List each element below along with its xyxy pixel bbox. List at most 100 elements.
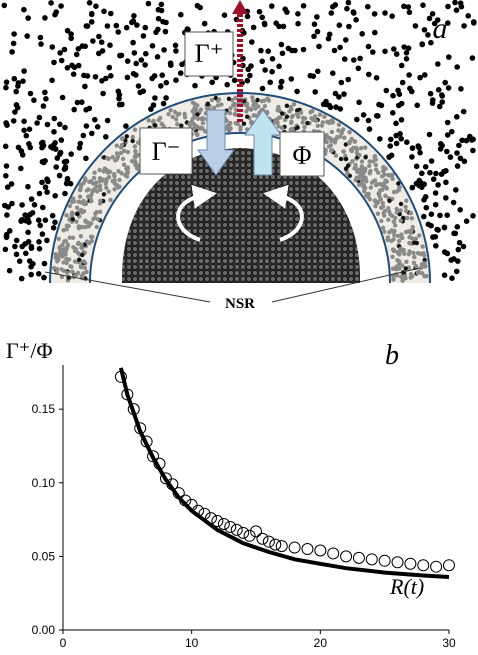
particle: [37, 222, 43, 229]
particle: [300, 46, 307, 53]
particle: [179, 123, 184, 128]
particle: [148, 106, 154, 112]
data-point: [352, 551, 365, 564]
particle: [378, 181, 383, 187]
particle: [115, 88, 122, 95]
particle: [417, 74, 423, 81]
particle: [269, 68, 275, 75]
particle: [131, 50, 138, 56]
particle: [382, 229, 387, 234]
particle: [70, 269, 75, 274]
particle: [115, 154, 121, 159]
particle: [57, 50, 63, 56]
particle: [142, 24, 149, 31]
particle: [195, 116, 201, 121]
particle: [359, 159, 365, 164]
particle: [98, 198, 103, 203]
particle: [94, 124, 101, 130]
particle: [341, 149, 347, 154]
particle: [423, 204, 430, 211]
particle: [357, 153, 362, 158]
particle: [101, 8, 107, 15]
data-point: [211, 515, 224, 528]
particle: [150, 102, 157, 108]
particle: [314, 14, 320, 20]
particle: [159, 121, 164, 127]
particle: [151, 73, 158, 79]
particle: [175, 122, 180, 127]
y-tick-label: 0.10: [32, 476, 56, 490]
particle: [284, 103, 290, 109]
particle: [172, 109, 178, 115]
particle: [39, 144, 45, 151]
particle: [337, 44, 343, 51]
particle: [445, 20, 451, 26]
particle: [290, 126, 295, 131]
particle: [258, 47, 264, 54]
particle: [284, 9, 290, 15]
particle: [391, 237, 396, 242]
particle: [313, 114, 318, 119]
particle: [256, 8, 263, 15]
particle: [51, 129, 57, 135]
particle: [353, 17, 359, 23]
particle: [9, 49, 15, 55]
particle: [84, 23, 91, 29]
particle: [7, 228, 13, 234]
particle: [325, 134, 330, 140]
particle: [300, 3, 307, 9]
particle: [419, 184, 425, 190]
particle: [419, 170, 425, 177]
particle: [278, 79, 285, 85]
particle: [18, 165, 24, 172]
particle: [106, 156, 111, 161]
particle: [255, 97, 260, 103]
particle: [422, 257, 427, 263]
particle: [3, 163, 10, 169]
particle: [4, 212, 10, 218]
particle: [411, 260, 417, 265]
particle: [320, 101, 327, 108]
particle: [471, 19, 477, 25]
particle: [447, 154, 454, 160]
box: [184, 31, 234, 77]
particle: [71, 199, 77, 204]
particle: [27, 144, 33, 151]
particle: [8, 181, 15, 187]
particle: [120, 142, 125, 148]
particle: [329, 148, 334, 153]
particle: [396, 251, 401, 256]
particle: [93, 3, 99, 10]
particle: [61, 260, 66, 265]
particle: [226, 96, 232, 102]
particle: [19, 243, 26, 250]
particle: [71, 245, 76, 250]
particle: [104, 117, 111, 124]
particle: [143, 50, 149, 57]
particle: [422, 253, 427, 258]
particle: [168, 62, 174, 68]
particle: [64, 227, 69, 232]
particle: [71, 64, 78, 71]
particle: [3, 84, 9, 91]
particle: [262, 67, 268, 73]
particle: [419, 262, 425, 267]
particle: [130, 70, 137, 77]
particle: [97, 209, 103, 214]
particle: [23, 250, 29, 257]
particle: [410, 224, 415, 230]
particle: [326, 120, 332, 126]
particle: [382, 180, 387, 186]
particle: [432, 190, 439, 196]
particle: [326, 31, 333, 38]
particle: [393, 215, 398, 221]
particle: [72, 259, 78, 264]
particle: [310, 73, 317, 79]
particle: [75, 250, 81, 256]
particle: [261, 20, 268, 27]
particle: [18, 218, 24, 224]
particle: [198, 125, 204, 130]
particle: [336, 122, 342, 127]
particle: [49, 44, 56, 50]
particle: [363, 155, 368, 160]
